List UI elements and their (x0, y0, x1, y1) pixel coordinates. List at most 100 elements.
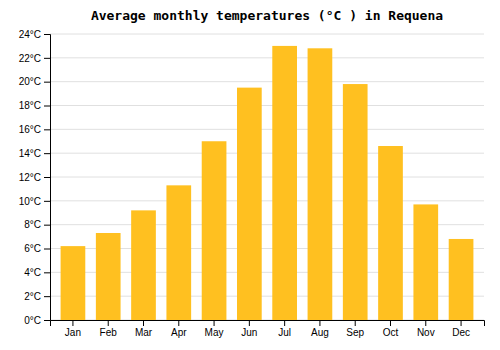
y-axis: 0°C 2°C 4°C 6°C 8°C 10°C 12°C 14°C 16°C 18°C 20°C 2… (19, 29, 51, 326)
bar (131, 210, 156, 320)
tick-label: 24°C (19, 29, 41, 40)
bars (61, 46, 474, 320)
tick-label: Oct (383, 327, 399, 338)
grid-line (50, 129, 484, 130)
tick: Nov (417, 320, 435, 338)
bar (61, 246, 86, 320)
tick-label: 6°C (24, 243, 41, 254)
tick-mark (143, 320, 144, 326)
grid (50, 34, 484, 320)
tick-mark (44, 58, 50, 59)
tick-mark (284, 320, 285, 326)
tick: 12°C (19, 172, 50, 183)
tick-mark (44, 34, 50, 35)
tick-label: Nov (417, 327, 435, 338)
tick-mark (44, 201, 50, 202)
axis-line (51, 321, 485, 327)
tick-label: Aug (311, 327, 329, 338)
bar (308, 48, 333, 320)
tick: 20°C (19, 76, 50, 87)
bar (413, 204, 438, 320)
tick: Dec (452, 320, 470, 338)
tick-mark (44, 249, 50, 250)
tick-label: 4°C (24, 267, 41, 278)
tick: 10°C (19, 196, 50, 207)
tick: 6°C (24, 243, 50, 254)
tick-mark (44, 272, 50, 273)
tick-label: Jun (241, 327, 257, 338)
tick: 24°C (19, 29, 50, 40)
tick-label: Apr (171, 327, 187, 338)
tick-mark (390, 320, 391, 326)
bar (202, 141, 227, 320)
tick: Aug (311, 320, 329, 338)
tick-mark (214, 320, 215, 326)
tick-mark (249, 320, 250, 326)
tick-mark (44, 177, 50, 178)
tick-label: Jan (65, 327, 81, 338)
tick-mark (44, 320, 50, 321)
tick: Mar (135, 320, 153, 338)
grid-line (50, 57, 484, 58)
tick: Apr (171, 320, 187, 338)
tick-mark (425, 320, 426, 326)
tick-mark (44, 82, 50, 83)
grid-line (50, 177, 484, 178)
tick: 4°C (24, 267, 50, 278)
tick-label: 10°C (19, 196, 41, 207)
tick-mark (319, 320, 320, 326)
tick-label: 20°C (19, 76, 41, 87)
tick-mark (461, 320, 462, 326)
grid-line (50, 153, 484, 154)
bar (272, 46, 297, 320)
tick-label: Sep (346, 327, 364, 338)
bar (343, 84, 368, 320)
tick-mark (108, 320, 109, 326)
tick-label: 12°C (19, 172, 41, 183)
tick-label: 22°C (19, 53, 41, 64)
tick-label: 2°C (24, 291, 41, 302)
tick-label: 0°C (24, 315, 41, 326)
x-axis: Jan Feb Mar Apr May Jun Jul Aug Sep Oct Nov Dec (51, 320, 485, 338)
tick-label: 16°C (19, 124, 41, 135)
axis-line (44, 35, 51, 321)
tick-mark (355, 320, 356, 326)
bar (96, 233, 121, 320)
tick: Sep (346, 320, 364, 338)
tick-mark (44, 153, 50, 154)
plot: 0°C 2°C 4°C 6°C 8°C 10°C 12°C 14°C 16°C 18°C 20°C 2… (19, 29, 485, 338)
tick-mark (44, 106, 50, 107)
bar (449, 239, 474, 320)
grid-line (50, 34, 484, 35)
tick-mark (44, 129, 50, 130)
tick-mark (72, 320, 73, 326)
chart: 0°C 2°C 4°C 6°C 8°C 10°C 12°C 14°C 16°C 18°C 20°C 2… (0, 0, 500, 350)
title: Average monthly temperatures (°C ) in Re… (91, 8, 443, 23)
tick: 16°C (19, 124, 50, 135)
bar (166, 185, 191, 320)
tick: 8°C (24, 219, 50, 230)
bar (378, 146, 403, 320)
tick-label: Dec (452, 327, 470, 338)
tick-label: Mar (135, 327, 153, 338)
tick: 22°C (19, 53, 50, 64)
tick-label: 18°C (19, 100, 41, 111)
tick: Feb (100, 320, 118, 338)
tick-label: Jul (278, 327, 291, 338)
grid-line (50, 200, 484, 201)
grid-line (50, 105, 484, 106)
tick: 18°C (19, 100, 50, 111)
tick: 2°C (24, 291, 50, 302)
tick-mark (44, 296, 50, 297)
tick: 14°C (19, 148, 50, 159)
tick-label: 14°C (19, 148, 41, 159)
tick: 0°C (24, 315, 50, 326)
tick-label: 8°C (24, 219, 41, 230)
tick-label: Feb (100, 327, 118, 338)
bar (237, 88, 262, 320)
tick: Jan (65, 320, 81, 338)
tick: May (205, 320, 224, 338)
tick-mark (44, 225, 50, 226)
tick-mark (178, 320, 179, 326)
tick: Oct (383, 320, 399, 338)
